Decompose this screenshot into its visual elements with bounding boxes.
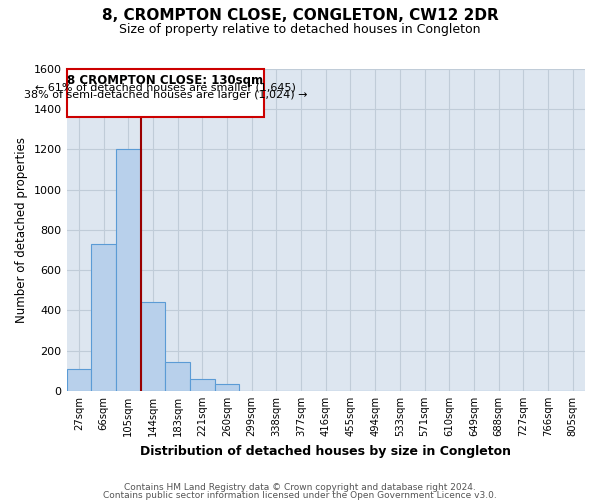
Bar [215,384,239,391]
Text: Contains HM Land Registry data © Crown copyright and database right 2024.: Contains HM Land Registry data © Crown c… [124,483,476,492]
Bar [165,362,190,391]
X-axis label: Distribution of detached houses by size in Congleton: Distribution of detached houses by size … [140,444,511,458]
Text: Contains public sector information licensed under the Open Government Licence v3: Contains public sector information licen… [103,492,497,500]
Text: 8, CROMPTON CLOSE, CONGLETON, CW12 2DR: 8, CROMPTON CLOSE, CONGLETON, CW12 2DR [101,8,499,22]
Bar [67,369,91,391]
Text: ← 61% of detached houses are smaller (1,645): ← 61% of detached houses are smaller (1,… [35,82,296,92]
Bar [190,379,215,391]
Bar [91,244,116,391]
Bar [67,69,264,117]
Y-axis label: Number of detached properties: Number of detached properties [15,137,28,323]
Bar [116,150,140,391]
Text: Size of property relative to detached houses in Congleton: Size of property relative to detached ho… [119,22,481,36]
Text: 38% of semi-detached houses are larger (1,024) →: 38% of semi-detached houses are larger (… [23,90,307,100]
Text: 8 CROMPTON CLOSE: 130sqm: 8 CROMPTON CLOSE: 130sqm [67,74,263,87]
Bar [140,302,165,391]
